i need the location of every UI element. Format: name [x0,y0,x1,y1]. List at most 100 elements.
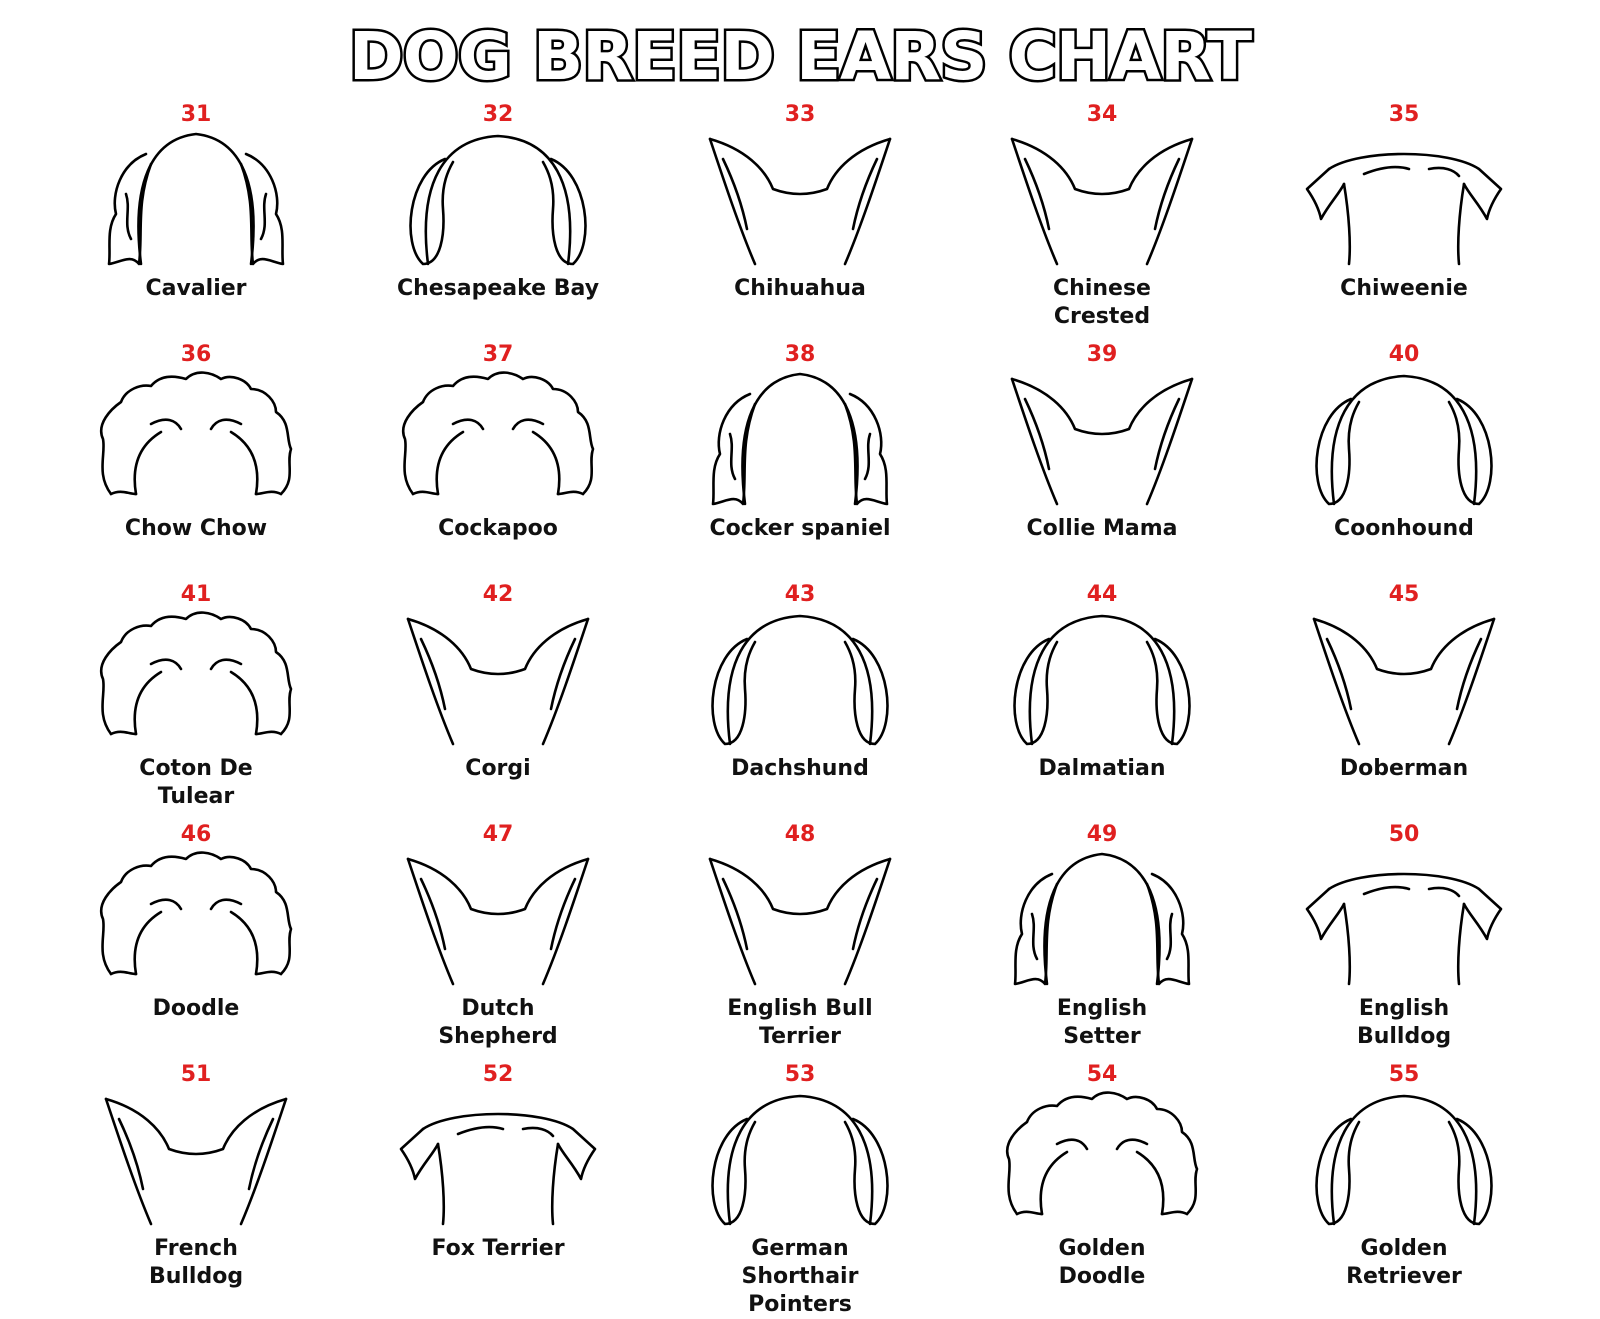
breed-cell: 35 Chiweenie [1253,100,1555,340]
breed-number: 53 [784,1062,816,1087]
breed-number: 49 [1086,822,1118,847]
ear-line [1312,617,1496,746]
ear-line [541,157,587,266]
ear-line [843,1117,889,1226]
breed-number: 50 [1388,822,1420,847]
ear-line [109,490,283,496]
ear-outline-icon [399,1112,597,1226]
ear-line [133,910,259,976]
breed-cell: 44 Dalmatian [951,580,1253,820]
ear-outline-icon [711,1094,889,1226]
breed-number: 46 [180,822,212,847]
ear-line [1010,377,1194,436]
breed-cell: 38 Cocker spaniel [649,340,951,580]
ear-outline-icon [1315,1094,1493,1226]
breed-number: 52 [482,1062,514,1087]
ear-line [1327,872,1503,941]
ear-line [1305,167,1346,221]
breed-name: Chinese Crested [1053,276,1151,329]
ear-outline-icon [409,134,587,266]
ear-outline-icon [402,371,595,496]
breed-number: 54 [1086,1062,1118,1087]
ear-line [708,857,892,986]
breed-cell: 33 Chihuahua [649,100,951,340]
ear-line [149,418,243,431]
ear-outline-icon [711,614,889,746]
ear-line [1362,885,1461,898]
ear-line [708,137,892,266]
ear-line [1013,637,1059,746]
ear-line [456,1125,555,1138]
ear-outline-icon [1010,137,1194,266]
ear-line [711,392,757,506]
ear-outline-icon [708,137,892,266]
ear-line [1023,157,1181,231]
breed-cell: 53 German Shorthair Pointers [649,1060,951,1317]
ear-outline-icon [1006,1091,1199,1216]
ear-outline-icon [406,857,590,986]
breed-number: 41 [180,582,212,607]
ear-line [419,637,577,711]
ear-line [406,617,590,746]
ear-line [711,1117,757,1226]
breed-cell: 47 Dutch Shepherd [347,820,649,1060]
ear-outline-icon [107,132,285,266]
breed-number: 48 [784,822,816,847]
breed-number: 42 [482,582,514,607]
ear-outline-icon [708,857,892,986]
breed-name: Golden Retriever [1346,1236,1462,1289]
breed-number: 37 [482,342,514,367]
chart-title: DOG BREED EARS CHART [346,16,1254,98]
breed-cell: 37 Cockapoo [347,340,649,580]
breed-name: Collie Mama [1026,516,1178,541]
ear-outline-icon [100,611,293,736]
breed-name: Coonhound [1334,516,1474,541]
ear-line [726,614,874,746]
ear-line [1043,852,1161,986]
ear-line [424,134,572,266]
ear-line [137,132,255,266]
ear-line [406,857,590,916]
ear-line [109,730,283,736]
breed-name: English Bulldog [1356,996,1452,1049]
ear-outline-icon [1010,377,1194,506]
ear-line [100,371,293,496]
ear-outline-icon [100,371,293,496]
ear-line [1362,165,1461,178]
ear-line [708,857,892,916]
breed-name: English Setter [1056,996,1148,1049]
ear-line [1342,902,1466,986]
ear-line [451,418,545,431]
ear-line [411,490,585,496]
breed-number: 45 [1388,582,1420,607]
ear-line [1010,377,1194,506]
ear-line [107,152,153,266]
breed-name: Dalmatian [1038,756,1166,781]
breed-cell: 39 Collie Mama [951,340,1253,580]
ear-line [1145,637,1191,746]
breed-cell: 31 Cavalier [45,100,347,340]
breed-cell: 45 Doberman [1253,580,1555,820]
breed-grid: 31 Cavalier 32 Chesapeake Bay 33 Chihuahua 34 C… [45,100,1555,1317]
ear-outline-icon [1013,614,1191,746]
ear-line [721,877,879,951]
ear-outline-icon [100,851,293,976]
ear-outline-icon [1315,374,1493,506]
ear-line [1030,912,1174,961]
breed-name: Chow Chow [124,516,268,541]
ear-line [399,1127,440,1181]
ear-line [100,611,293,736]
breed-cell: 41 Coton De Tulear [45,580,347,820]
breed-number: 38 [784,342,816,367]
ear-line [435,430,561,496]
breed-name: Coton De Tulear [139,756,253,809]
breed-number: 33 [784,102,816,127]
breed-cell: 49 English Setter [951,820,1253,1060]
breed-name: Corgi [465,756,531,781]
ear-line [721,157,879,231]
ear-line [1039,1150,1165,1216]
ear-line [100,851,293,976]
ear-line [1325,637,1483,711]
ear-line [1330,1094,1478,1226]
breed-name: German Shorthair Pointers [741,1236,859,1317]
